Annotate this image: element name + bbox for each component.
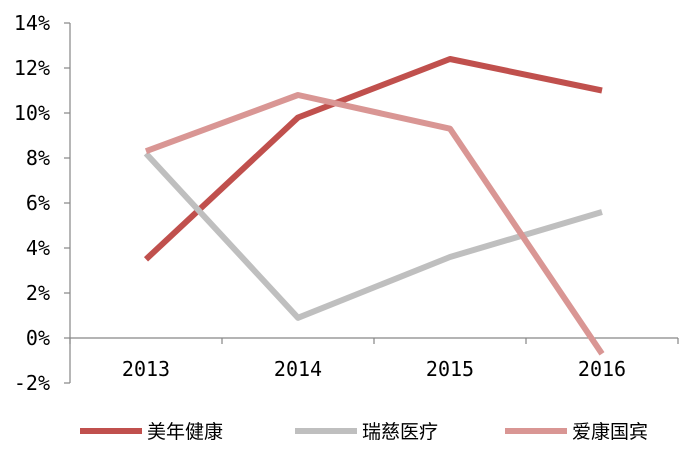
x-tick-label: 2016: [578, 357, 626, 381]
x-tick-label: 2014: [274, 357, 322, 381]
y-tick-label: 6%: [26, 191, 50, 215]
legend-label: 爱康国宾: [572, 421, 648, 443]
y-tick-label: 14%: [14, 11, 50, 35]
x-tick-label: 2015: [426, 357, 474, 381]
y-tick-label: 4%: [26, 236, 50, 260]
y-tick-label: 10%: [14, 101, 50, 125]
y-tick-label: 12%: [14, 56, 50, 80]
y-tick-label: 2%: [26, 281, 50, 305]
y-tick-label: -2%: [14, 371, 50, 395]
x-tick-label: 2013: [122, 357, 170, 381]
x-axis: 2013 2014 2015 2016: [69, 337, 679, 381]
legend-label: 美年健康: [147, 421, 223, 443]
y-axis: -2% 0% 2% 4% 6% 8% 10% 12% 14%: [14, 11, 71, 395]
legend-label: 瑞慈医疗: [362, 421, 438, 443]
series-line-3: [144, 92, 605, 356]
y-tick-label: 0%: [26, 326, 50, 350]
series-line-1: [143, 56, 603, 262]
series-line-2: [143, 151, 603, 321]
legend: 美年健康 瑞慈医疗 爱康国宾: [80, 421, 648, 443]
y-tick-label: 8%: [26, 146, 50, 170]
series-lines: [143, 56, 605, 356]
